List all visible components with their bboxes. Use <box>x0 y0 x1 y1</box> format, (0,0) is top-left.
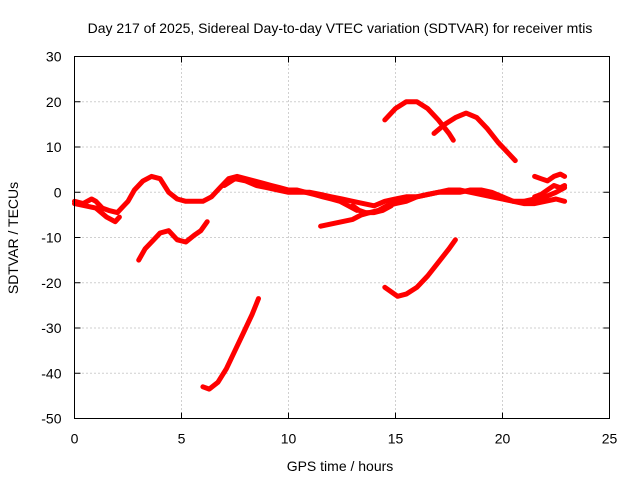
series-line-arc-8 <box>382 99 456 143</box>
series-line-arc-7 <box>350 203 394 216</box>
y-tick-label: -10 <box>41 230 61 246</box>
series-line-arc-10 <box>382 237 458 299</box>
x-tick-label: 10 <box>281 431 297 447</box>
series-line-arc-6 <box>318 187 568 229</box>
x-tick-label: 0 <box>71 431 79 447</box>
grid <box>74 56 610 419</box>
x-tick-label: 20 <box>495 431 511 447</box>
y-tick-label: 0 <box>54 184 62 200</box>
x-tick-label: 15 <box>388 431 404 447</box>
series-line-arc-12 <box>532 183 568 200</box>
y-tick-label: 10 <box>46 139 62 155</box>
series-line-arc-4 <box>200 296 261 392</box>
series-line-arc-3 <box>136 219 210 263</box>
y-tick-label: -40 <box>41 365 61 381</box>
x-tick-label: 25 <box>602 431 618 447</box>
series-line-arc-9 <box>431 110 518 164</box>
x-axis-ticks: 0 5 10 15 20 25 <box>71 56 618 447</box>
y-axis-ticks: -50 -40 -30 -20 -10 0 10 20 30 <box>41 49 610 427</box>
chart-title: Day 217 of 2025, Sidereal Day-to-day VTE… <box>88 20 593 36</box>
x-tick-label: 5 <box>178 431 186 447</box>
y-axis-label: SDTVAR / TECUs <box>5 182 21 294</box>
y-tick-label: 30 <box>46 49 62 65</box>
series-line-arc-2 <box>72 201 122 225</box>
x-axis-label: GPS time / hours <box>287 458 394 474</box>
y-tick-label: -20 <box>41 275 61 291</box>
y-tick-label: -30 <box>41 320 61 336</box>
y-tick-label: -50 <box>41 411 61 427</box>
y-tick-label: 20 <box>46 94 62 110</box>
series-line-arc-11 <box>532 171 568 184</box>
data-series <box>72 99 568 392</box>
